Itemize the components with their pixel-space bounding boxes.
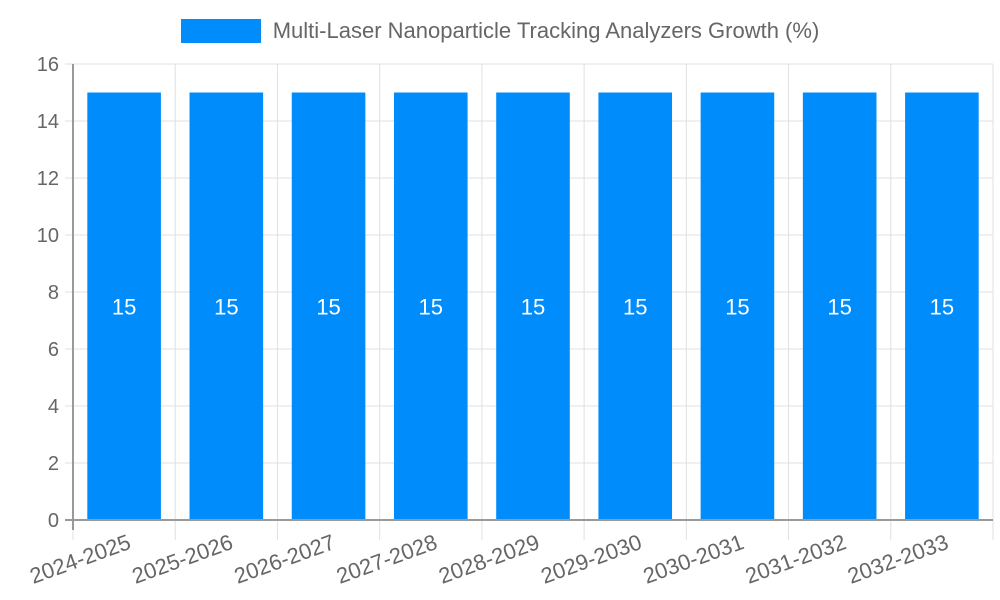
legend-swatch[interactable] — [180, 19, 261, 43]
x-tick-label: 2024-2025 — [26, 529, 133, 588]
y-tick-label: 12 — [37, 168, 59, 190]
bar[interactable] — [598, 92, 673, 521]
bar[interactable] — [189, 92, 264, 521]
x-tick-label: 2032-2033 — [844, 529, 951, 588]
x-tick-label: 2031-2032 — [742, 529, 849, 588]
y-tick-label: 6 — [48, 339, 59, 361]
chart-legend: Multi-Laser Nanoparticle Tracking Analyz… — [0, 18, 1000, 44]
bar-value-label: 15 — [827, 294, 851, 319]
bar-value-label: 15 — [316, 294, 340, 319]
bar[interactable] — [802, 92, 877, 521]
bar-value-label: 15 — [623, 294, 647, 319]
bars — [87, 92, 979, 521]
bar-value-label: 15 — [930, 294, 954, 319]
x-tick-label: 2027-2028 — [333, 529, 440, 588]
y-tick-label: 10 — [37, 225, 59, 247]
legend-label: Multi-Laser Nanoparticle Tracking Analyz… — [272, 18, 820, 43]
y-tick-label: 0 — [48, 510, 59, 532]
y-tick-label: 8 — [48, 282, 59, 304]
bar-value-label: 15 — [521, 294, 545, 319]
axes — [65, 64, 993, 530]
bar[interactable] — [393, 92, 468, 521]
bar[interactable] — [87, 92, 161, 521]
y-tick-label: 14 — [37, 111, 59, 133]
x-tick-label: 2026-2027 — [231, 529, 338, 588]
bar-value-label: 15 — [112, 294, 136, 319]
x-tick-label: 2028-2029 — [435, 529, 542, 588]
bar[interactable] — [496, 92, 570, 521]
bar-value-label: 15 — [419, 294, 443, 319]
bar[interactable] — [700, 92, 775, 521]
bar-value-label: 15 — [214, 294, 238, 319]
y-tick-label: 2 — [48, 453, 59, 475]
y-tick-label: 16 — [37, 54, 59, 76]
x-tick-label: 2025-2026 — [129, 529, 236, 588]
bar[interactable] — [291, 92, 366, 521]
x-tick-label: 2029-2030 — [538, 529, 645, 588]
bar[interactable] — [905, 92, 979, 521]
bar-value-label: 15 — [725, 294, 749, 319]
x-tick-label: 2030-2031 — [640, 529, 747, 588]
y-tick-label: 4 — [48, 396, 59, 418]
